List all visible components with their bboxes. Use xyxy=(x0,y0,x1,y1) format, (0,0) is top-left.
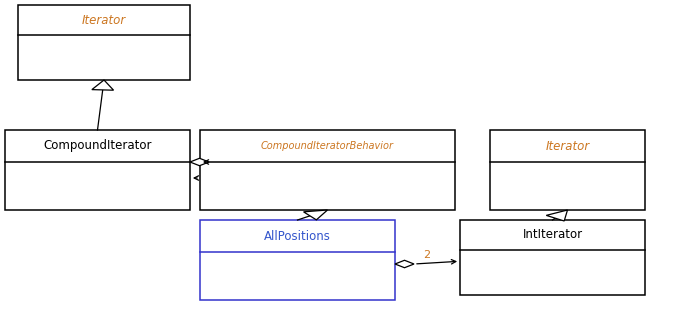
Polygon shape xyxy=(547,210,568,221)
Bar xyxy=(5,130,190,210)
Text: Iterator: Iterator xyxy=(545,140,589,153)
Polygon shape xyxy=(304,210,327,220)
Text: CompoundIteratorBehavior: CompoundIteratorBehavior xyxy=(261,141,394,151)
Text: Iterator: Iterator xyxy=(82,14,126,26)
Text: CompoundIterator: CompoundIterator xyxy=(43,140,151,153)
Text: 2: 2 xyxy=(423,250,430,260)
Bar xyxy=(18,5,190,80)
Bar xyxy=(200,220,395,300)
Text: AllPositions: AllPositions xyxy=(264,229,331,242)
Polygon shape xyxy=(395,260,414,268)
Text: IntIterator: IntIterator xyxy=(522,228,583,241)
Bar xyxy=(460,220,645,295)
Bar xyxy=(490,130,645,210)
Polygon shape xyxy=(190,158,209,166)
Polygon shape xyxy=(92,80,113,90)
Bar xyxy=(200,130,455,210)
